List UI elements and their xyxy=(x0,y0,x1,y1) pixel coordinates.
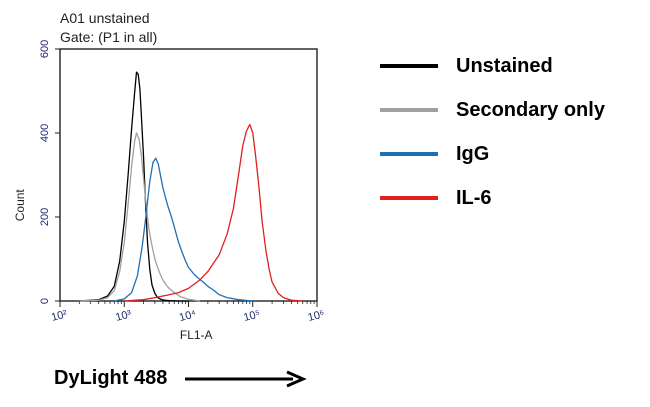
legend-label-igg: IgG xyxy=(456,142,490,165)
legend-swatch-secondary-only xyxy=(380,108,438,112)
legend-item-secondary-only: Secondary only xyxy=(380,88,645,132)
series-line-il-6 xyxy=(124,123,303,302)
bottom-caption: DyLight 488 xyxy=(54,367,309,390)
y-axis-ticks: 0 200 400 600 xyxy=(39,40,60,304)
x-axis-ticks: 10² 10³ 10⁴ 10⁵ 10⁶ xyxy=(50,301,326,324)
histogram-plot: A01 unstained Gate: (P1 in all) 0 200 400 6… xyxy=(13,10,326,342)
x-axis-label: FL1-A xyxy=(180,328,213,342)
legend-label-il6: IL-6 xyxy=(456,186,492,209)
series-line-secondary-only xyxy=(79,132,200,302)
sample-title: A01 unstained xyxy=(60,10,150,26)
legend-label-secondary-only: Secondary only xyxy=(456,98,605,121)
plot-frame xyxy=(59,48,318,302)
legend-item-unstained: Unstained xyxy=(380,44,645,88)
x-tick-label: 10² xyxy=(50,308,69,324)
legend-label-unstained: Unstained xyxy=(456,54,553,77)
y-tick-label: 200 xyxy=(39,208,51,226)
legend-swatch-unstained xyxy=(380,64,438,68)
series-line-igg xyxy=(114,157,253,302)
y-axis-label: Count xyxy=(13,189,27,222)
y-tick-label: 600 xyxy=(39,40,51,58)
x-tick-label: 10⁶ xyxy=(307,308,326,324)
legend-item-igg: IgG xyxy=(380,132,645,176)
gate-label: Gate: (P1 in all) xyxy=(60,29,157,45)
x-tick-label: 10⁴ xyxy=(178,308,198,324)
x-tick-label: 10⁵ xyxy=(242,308,261,324)
series-line-unstained xyxy=(79,71,189,302)
right-arrow-icon xyxy=(185,370,308,387)
y-tick-label: 0 xyxy=(39,298,51,304)
legend-swatch-il6 xyxy=(380,196,438,200)
series-lines xyxy=(79,71,303,302)
fluorophore-label: DyLight 488 xyxy=(54,367,168,389)
x-tick-label: 10³ xyxy=(114,308,133,324)
legend-swatch-igg xyxy=(380,152,438,156)
legend: Unstained Secondary only IgG IL-6 xyxy=(380,44,645,220)
legend-item-il6: IL-6 xyxy=(380,176,645,220)
y-tick-label: 400 xyxy=(39,124,51,142)
